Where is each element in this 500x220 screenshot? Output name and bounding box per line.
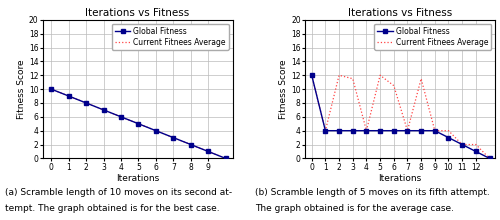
Global Fitness [404, 129, 410, 132]
Current Fitnees Average [83, 102, 89, 104]
Global Fitness [205, 150, 211, 153]
Text: (a) Scramble length of 10 moves on its second at-: (a) Scramble length of 10 moves on its s… [5, 188, 232, 197]
X-axis label: Iterations: Iterations [116, 174, 159, 183]
Global Fitness [322, 129, 328, 132]
Current Fitnees Average [459, 143, 465, 146]
Text: (b) Scramble length of 5 moves on its fifth attempt.: (b) Scramble length of 5 moves on its fi… [255, 188, 490, 197]
Global Fitness [308, 74, 314, 77]
Global Fitness [377, 129, 383, 132]
Global Fitness [432, 129, 438, 132]
Legend: Global Fitness, Current Fitnees Average: Global Fitness, Current Fitnees Average [112, 24, 229, 50]
Current Fitnees Average [118, 116, 124, 118]
Current Fitnees Average [170, 136, 176, 139]
Global Fitness [118, 116, 124, 118]
Global Fitness [446, 136, 452, 139]
Current Fitnees Average [308, 74, 314, 77]
Current Fitnees Average [350, 77, 356, 80]
Current Fitnees Average [100, 108, 106, 111]
Line: Global Fitness: Global Fitness [310, 73, 492, 160]
Global Fitness [473, 150, 479, 153]
Title: Iterations vs Fitness: Iterations vs Fitness [86, 8, 190, 18]
Global Fitness [391, 129, 397, 132]
Global Fitness [350, 129, 356, 132]
Global Fitness [486, 157, 492, 160]
Global Fitness [66, 95, 71, 97]
Current Fitnees Average [66, 95, 71, 97]
Current Fitnees Average [205, 150, 211, 153]
Current Fitnees Average [48, 88, 54, 90]
X-axis label: Iterations: Iterations [378, 174, 422, 183]
Current Fitnees Average [153, 129, 159, 132]
Global Fitness [418, 129, 424, 132]
Text: The graph obtained is for the average case.: The graph obtained is for the average ca… [255, 204, 454, 213]
Line: Global Fitness: Global Fitness [49, 87, 228, 160]
Current Fitnees Average [188, 143, 194, 146]
Text: tempt. The graph obtained is for the best case.: tempt. The graph obtained is for the bes… [5, 204, 220, 213]
Current Fitnees Average [136, 122, 141, 125]
Current Fitnees Average [377, 74, 383, 77]
Global Fitness [459, 143, 465, 146]
Current Fitnees Average [404, 129, 410, 132]
Global Fitness [48, 88, 54, 90]
Current Fitnees Average [391, 84, 397, 87]
Y-axis label: Fitness Score: Fitness Score [17, 59, 26, 119]
Global Fitness [170, 136, 176, 139]
Current Fitnees Average [322, 129, 328, 132]
Line: Current Fitnees Average: Current Fitnees Average [312, 75, 490, 158]
Global Fitness [136, 122, 141, 125]
Current Fitnees Average [418, 77, 424, 80]
Legend: Global Fitness, Current Fitnees Average: Global Fitness, Current Fitnees Average [374, 24, 491, 50]
Current Fitnees Average [446, 129, 452, 132]
Global Fitness [222, 157, 228, 160]
Current Fitnees Average [432, 129, 438, 132]
Global Fitness [188, 143, 194, 146]
Current Fitnees Average [336, 74, 342, 77]
Global Fitness [336, 129, 342, 132]
Current Fitnees Average [364, 129, 370, 132]
Line: Current Fitnees Average: Current Fitnees Average [51, 89, 226, 158]
Title: Iterations vs Fitness: Iterations vs Fitness [348, 8, 452, 18]
Current Fitnees Average [473, 143, 479, 146]
Global Fitness [153, 129, 159, 132]
Global Fitness [364, 129, 370, 132]
Current Fitnees Average [486, 157, 492, 160]
Y-axis label: Fitness Score: Fitness Score [280, 59, 288, 119]
Global Fitness [83, 102, 89, 104]
Current Fitnees Average [222, 157, 228, 160]
Global Fitness [100, 108, 106, 111]
